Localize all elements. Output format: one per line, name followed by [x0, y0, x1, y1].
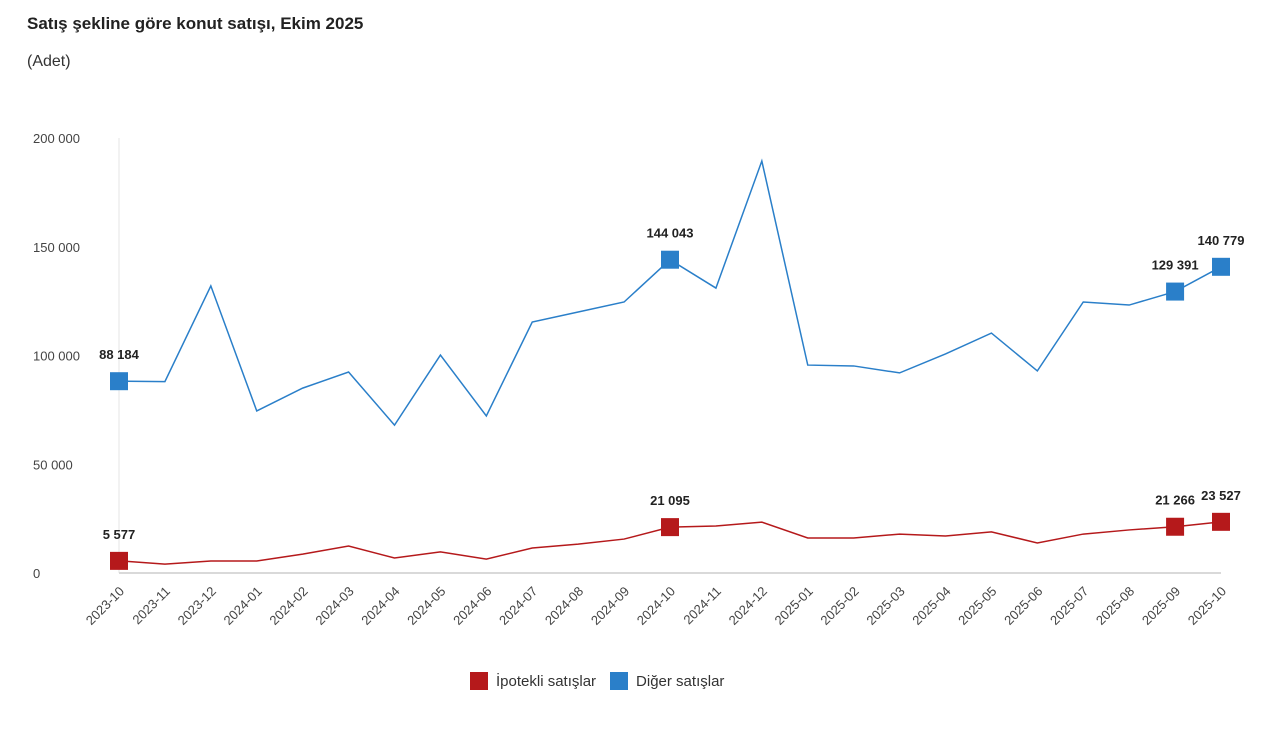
- data-label: 129 391: [1152, 258, 1199, 273]
- data-point-marker: [661, 518, 679, 537]
- x-tick-label: 2024-03: [312, 584, 356, 628]
- legend: İpotekli satışlar Diğer satışlar: [470, 672, 724, 690]
- y-tick-label: 0: [33, 566, 40, 581]
- x-tick-label: 2023-10: [83, 584, 127, 628]
- x-tick-label: 2023-11: [129, 584, 173, 628]
- legend-swatch-ipotekli: [470, 672, 488, 690]
- x-tick-label: 2024-07: [496, 584, 540, 628]
- series-line-1: [118, 158, 1222, 427]
- data-point-marker: [1212, 512, 1230, 531]
- x-tick-label: 2024-05: [404, 584, 448, 628]
- x-tick-label: 2025-10: [1185, 584, 1229, 628]
- x-tick-label: 2024-02: [266, 584, 310, 628]
- x-tick-label: 2024-04: [358, 584, 402, 628]
- x-tick-label: 2024-12: [726, 584, 770, 628]
- data-label: 21 095: [650, 493, 690, 508]
- chart-subtitle: (Adet): [27, 53, 71, 70]
- x-tick-label: 2024-06: [450, 584, 494, 628]
- data-label: 144 043: [647, 226, 694, 241]
- x-tick-label: 2024-09: [588, 584, 632, 628]
- y-tick-label: 50 000: [33, 457, 73, 472]
- x-tick-label: 2025-03: [863, 584, 907, 628]
- x-tick-label: 2024-10: [634, 584, 678, 628]
- legend-swatch-diger: [610, 672, 629, 690]
- x-tick-label: 2023-12: [175, 584, 219, 628]
- data-label: 23 527: [1201, 488, 1241, 503]
- legend-label-diger: Diğer satışlar: [636, 672, 725, 690]
- data-point-marker: [1212, 257, 1230, 276]
- data-point-marker: [1166, 517, 1185, 536]
- x-tick-label: 2024-08: [542, 584, 586, 628]
- data-label: 88 184: [99, 347, 140, 362]
- data-label: 140 779: [1198, 233, 1245, 248]
- x-tick-label: 2025-07: [1047, 584, 1091, 628]
- data-point-marker: [110, 551, 128, 570]
- legend-label-ipotekli: İpotekli satışlar: [496, 672, 597, 690]
- y-tick-label: 200 000: [33, 131, 80, 146]
- x-tick-label: 2025-08: [1093, 584, 1137, 628]
- x-tick-label: 2024-01: [221, 584, 265, 628]
- x-tick-label: 2025-09: [1139, 584, 1183, 628]
- x-tick-label: 2025-05: [955, 584, 999, 628]
- x-tick-label: 2025-06: [1001, 584, 1045, 628]
- y-tick-label: 150 000: [33, 240, 80, 255]
- x-tick-label: 2025-02: [817, 584, 861, 628]
- x-tick-label: 2025-04: [909, 584, 953, 628]
- data-point-marker: [1166, 282, 1185, 301]
- data-label: 5 577: [103, 527, 136, 542]
- legend-item-ipotekli[interactable]: İpotekli satışlar: [470, 672, 596, 690]
- x-tick-label: 2025-01: [772, 584, 816, 628]
- data-label: 21 266: [1155, 493, 1195, 508]
- chart-title: Satış şekline göre konut satışı, Ekim 20…: [27, 14, 364, 33]
- data-point-marker: [110, 372, 128, 391]
- x-tick-label: 2024-11: [680, 584, 724, 628]
- y-tick-label: 100 000: [33, 349, 80, 364]
- data-point-marker: [661, 250, 679, 269]
- legend-item-diger[interactable]: Diğer satışlar: [610, 672, 724, 690]
